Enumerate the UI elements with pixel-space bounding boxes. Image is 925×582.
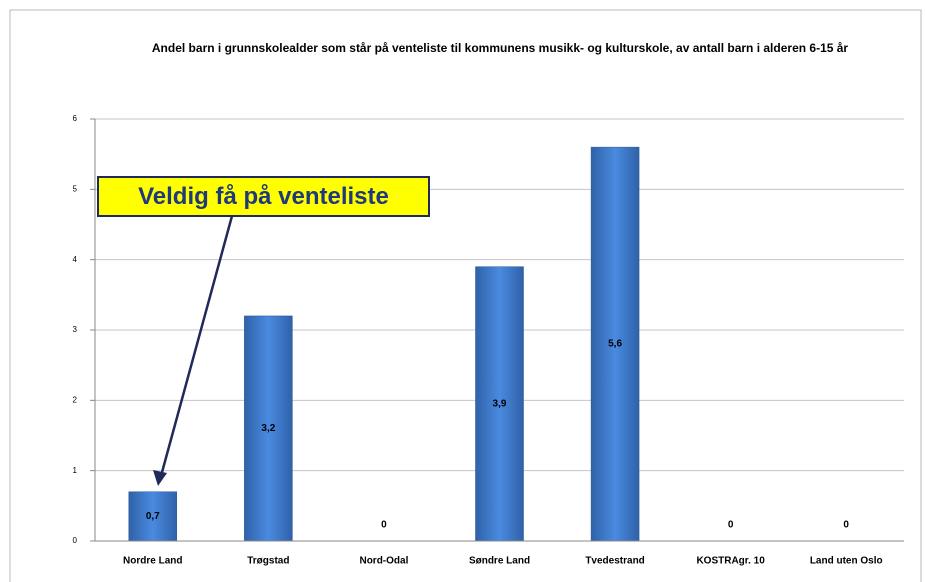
y-tick-label: 5 [73,184,78,193]
x-tick-label: Tvedestrand [585,556,644,567]
value-label: 0,7 [146,511,160,522]
frame [9,9,922,582]
bar [590,146,640,542]
y-tick-label: 4 [73,255,78,264]
y-tick-label: 1 [73,466,78,475]
x-tick-label: Søndre Land [469,556,530,567]
y-tick-label: 0 [73,536,78,545]
x-tick-label: KOSTRAgr. 10 [696,556,765,567]
bar [475,266,524,542]
bar [128,491,178,542]
chart-title: Andel barn i grunnskolealder som står på… [151,41,849,55]
x-tick-label: Trøgstad [247,556,289,567]
x-tick-label: Nord-Odal [359,556,408,567]
value-label: 0 [728,520,734,531]
y-tick-label: 3 [73,325,78,334]
arrow-head [153,470,167,486]
annotation: Veldig få på venteliste [97,176,430,217]
value-label: 3,2 [261,423,275,434]
value-label: 0 [843,520,849,531]
value-label: 3,9 [493,398,507,409]
x-tick-label: Nordre Land [123,556,182,567]
x-tick-label: Land uten Oslo [810,556,883,567]
arrow-line [159,215,234,477]
value-label: 0 [381,520,387,531]
value-label: 5,6 [608,339,622,350]
y-tick-label: 2 [73,395,78,404]
y-tick-label: 6 [73,114,78,123]
